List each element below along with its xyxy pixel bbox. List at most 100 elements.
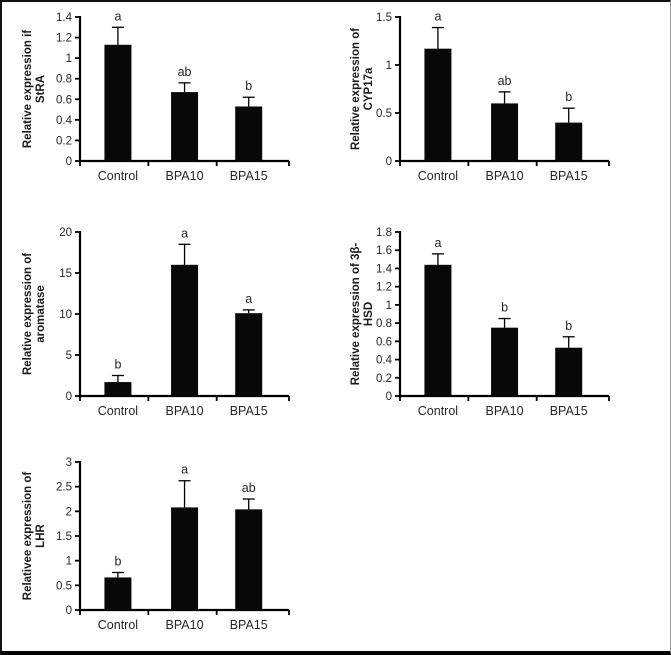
x-category-label: BPA15 xyxy=(230,169,268,183)
x-category-label: BPA15 xyxy=(230,618,268,632)
sig-letter: a xyxy=(181,226,188,240)
y-tick-label: 1 xyxy=(66,53,72,65)
bar-bpa15 xyxy=(235,509,263,610)
chart-aromatase: 0 5 10 15 20 b Control a BPA10 a BPA15 Relative exp… xyxy=(10,212,336,430)
y-tick-label: 0.8 xyxy=(56,74,72,86)
y-axis-title-line2: aromatase xyxy=(35,285,47,343)
y-tick-label: 0.2 xyxy=(376,373,392,385)
chart-cyp17a: 0 0.5 1 1.5 a Control ab BPA10 b BPA15 Relative ex… xyxy=(338,4,670,210)
sig-letter: b xyxy=(501,301,508,315)
y-axis-title-line1: Relative expression of 3β- xyxy=(350,243,362,386)
bar-control xyxy=(104,44,132,162)
y-tick-label: 1.5 xyxy=(56,531,72,543)
x-category-label: BPA15 xyxy=(550,169,588,183)
bar-bpa10 xyxy=(491,327,519,396)
y-axis-title-line2: CYP17a xyxy=(363,67,375,110)
y-tick-label: 0.4 xyxy=(56,115,73,127)
y-tick-label: 2 xyxy=(66,506,72,518)
y-tick-label: 20 xyxy=(59,227,72,239)
y-tick-label: 0 xyxy=(386,391,392,403)
bar-bpa15 xyxy=(555,122,583,161)
sig-letter: a xyxy=(181,463,188,477)
y-tick-label: 0 xyxy=(66,605,72,617)
sig-letter: a xyxy=(434,10,441,24)
chart-stra: 0 0.2 0.4 0.6 0.8 1 1.2 1.4 a Control ab BPA10 b BPA1… xyxy=(10,4,336,210)
y-tick-label: 10 xyxy=(59,309,72,321)
y-tick-label: 2.5 xyxy=(56,482,72,494)
sig-letter: b xyxy=(114,555,121,569)
bar-chart-stra: 0 0.2 0.4 0.6 0.8 1 1.2 1.4 a Control ab BPA10 b BPA1… xyxy=(22,9,290,183)
bar-bpa10 xyxy=(171,92,199,161)
bar-bpa10 xyxy=(171,507,199,610)
x-category-label: Control xyxy=(98,618,138,632)
y-axis-title: Relative expression ofCYP17a xyxy=(350,28,375,150)
y-axis-title-line2: StRA xyxy=(35,75,47,103)
y-tick-label: 0.6 xyxy=(56,94,72,106)
x-category-label: BPA15 xyxy=(550,404,588,418)
y-tick-label: 0.4 xyxy=(376,355,393,367)
sig-letter: b xyxy=(114,358,121,372)
y-tick-label: 1.2 xyxy=(376,282,392,294)
chart-3b-hsd: 0 0.2 0.4 0.6 0.8 1 1.2 1.4 1.6 1.8 a Control b BPA10… xyxy=(338,212,670,430)
bar-bpa15 xyxy=(235,106,263,161)
y-axis-title-line2: LHR xyxy=(35,523,47,547)
y-tick-label: 1 xyxy=(386,60,392,72)
y-tick-label: 3 xyxy=(66,457,72,469)
sig-letter: a xyxy=(434,236,441,250)
bar-bpa10 xyxy=(171,264,199,396)
sig-letter: ab xyxy=(178,65,192,79)
x-category-label: Control xyxy=(418,404,458,418)
y-tick-label: 0.8 xyxy=(376,318,392,330)
bar-chart-lhr: 0 0.5 1 1.5 2 2.5 3 b Control a BPA10 ab BPA15 Relati… xyxy=(22,457,290,632)
y-tick-label: 0 xyxy=(386,156,392,168)
y-axis-title-line1: Relative expression of xyxy=(22,253,34,375)
y-tick-label: 0.5 xyxy=(376,108,392,120)
y-tick-label: 1 xyxy=(66,556,72,568)
bar-bpa15 xyxy=(555,347,583,396)
y-tick-label: 1.4 xyxy=(56,12,73,24)
y-tick-label: 0.6 xyxy=(376,336,392,348)
y-tick-label: 1.4 xyxy=(376,263,393,275)
y-axis-title: Relative expression ofaromatase xyxy=(22,253,47,375)
y-tick-label: 1.6 xyxy=(376,245,392,257)
x-category-label: Control xyxy=(418,169,458,183)
sig-letter: ab xyxy=(242,481,256,495)
x-category-label: BPA10 xyxy=(166,618,204,632)
bar-chart-cyp17a: 0 0.5 1 1.5 a Control ab BPA10 b BPA15 Relative ex… xyxy=(350,10,610,183)
x-category-label: BPA15 xyxy=(230,404,268,418)
y-tick-label: 15 xyxy=(59,268,72,280)
x-category-label: BPA10 xyxy=(166,404,204,418)
sig-letter: ab xyxy=(498,74,512,88)
sig-letter: b xyxy=(565,319,572,333)
bar-control xyxy=(424,264,452,396)
sig-letter: a xyxy=(114,9,121,23)
y-tick-label: 0 xyxy=(66,156,72,168)
y-tick-label: 5 xyxy=(66,350,72,362)
bar-control xyxy=(104,577,132,610)
x-category-label: Control xyxy=(98,404,138,418)
y-axis-title-line1: Relative expression if xyxy=(22,30,34,148)
bar-chart-hsd3b: 0 0.2 0.4 0.6 0.8 1 1.2 1.4 1.6 1.8 a Control b BPA10… xyxy=(350,227,610,418)
bar-bpa10 xyxy=(491,103,519,161)
chart-lhr: 0 0.5 1 1.5 2 2.5 3 b Control a BPA10 ab BPA15 Relati… xyxy=(10,437,336,651)
sig-letter: a xyxy=(245,292,252,306)
x-category-label: BPA10 xyxy=(486,169,524,183)
bar-bpa15 xyxy=(235,313,263,396)
y-axis-title-line2: HSD xyxy=(363,302,375,326)
y-tick-label: 1 xyxy=(386,300,392,312)
y-axis-title: Relative expression ifStRA xyxy=(22,30,47,148)
bar-control xyxy=(424,48,452,161)
y-axis-title-line1: Relative expression of xyxy=(350,28,362,150)
bar-control xyxy=(104,382,132,396)
y-tick-label: 0.5 xyxy=(56,580,72,592)
y-tick-label: 0.2 xyxy=(56,135,72,147)
y-axis-title: Relativee expression ofLHR xyxy=(22,472,47,601)
y-tick-label: 1.5 xyxy=(376,12,392,24)
y-axis-title: Relative expression of 3β-HSD xyxy=(350,243,375,386)
bar-chart-aromatase: 0 5 10 15 20 b Control a BPA10 a BPA15 Relative exp… xyxy=(22,226,290,418)
y-tick-label: 1.8 xyxy=(376,227,392,239)
y-axis-title-line1: Relativee expression of xyxy=(22,472,34,601)
x-category-label: Control xyxy=(98,169,138,183)
sig-letter: b xyxy=(245,79,252,93)
